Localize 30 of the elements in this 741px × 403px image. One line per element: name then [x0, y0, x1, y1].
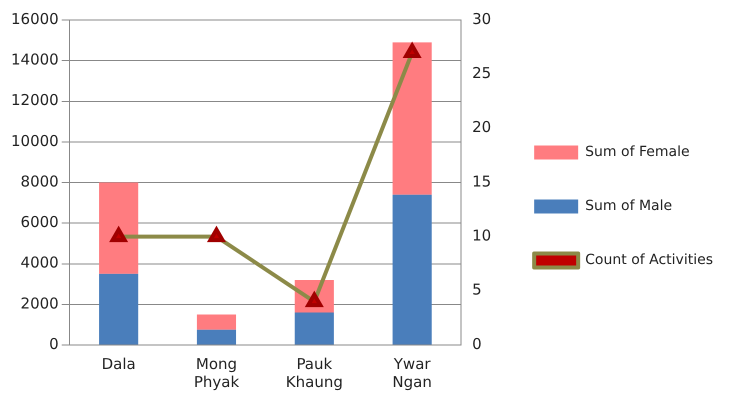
y2-tick-label: 0 [472, 334, 482, 353]
bar [196, 330, 236, 344]
bar [196, 314, 236, 330]
bar [392, 194, 432, 344]
bar [99, 182, 138, 274]
x-tick-label: Ywar Ngan [392, 354, 432, 391]
y2-tick-label: 5 [472, 280, 482, 299]
bar [99, 274, 138, 344]
bar [294, 312, 334, 344]
legend-label: Sum of Male [585, 198, 672, 214]
x-tick-label: Mong Phyak [194, 354, 240, 391]
x-tick-label: Dala [102, 354, 136, 373]
y2-tick-label: 25 [472, 64, 492, 82]
y-tick-label: 2000 [20, 294, 59, 312]
y2-tick-label: 15 [472, 172, 492, 190]
y-tick-label: 12000 [11, 91, 59, 110]
y-tick-label: 10000 [11, 132, 59, 150]
y2-tick-label: 30 [472, 10, 492, 28]
y-tick-label: 14000 [11, 50, 59, 69]
y-tick-label: 8000 [20, 172, 59, 190]
y2-tick-label: 10 [472, 226, 492, 245]
bar [392, 42, 432, 195]
x-tick-label: Pauk Khaung [286, 354, 343, 391]
legend-label: Sum of Female [585, 144, 690, 160]
legend-label: Count of Activities [585, 252, 714, 268]
y-tick-label: 6000 [20, 213, 59, 232]
y-tick-label: 16000 [11, 10, 59, 28]
y2-tick-label: 20 [472, 118, 492, 136]
y-tick-label: 4000 [20, 254, 59, 272]
y-tick-label: 0 [49, 334, 59, 353]
